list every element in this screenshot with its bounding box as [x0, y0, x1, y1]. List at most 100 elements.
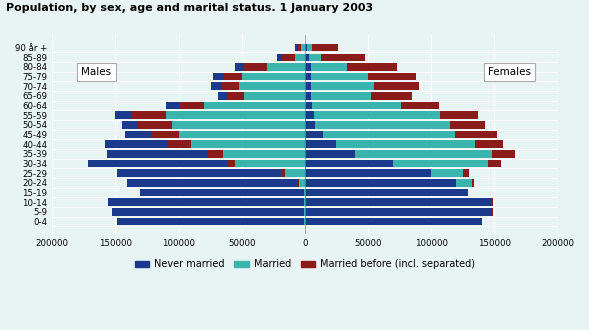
Bar: [311, 82, 375, 90]
Bar: [117, 169, 281, 177]
Bar: [355, 150, 492, 158]
Bar: [277, 53, 282, 61]
Bar: [244, 92, 305, 100]
Bar: [125, 131, 151, 138]
Bar: [305, 73, 311, 81]
Bar: [294, 44, 297, 51]
Bar: [166, 102, 178, 109]
Bar: [336, 141, 475, 148]
Bar: [267, 63, 305, 71]
Bar: [314, 112, 440, 119]
Bar: [305, 92, 311, 100]
Bar: [218, 92, 228, 100]
Bar: [228, 92, 244, 100]
Bar: [138, 121, 172, 129]
Bar: [305, 179, 456, 186]
Bar: [223, 150, 305, 158]
Bar: [305, 63, 311, 71]
Bar: [221, 82, 239, 90]
Bar: [305, 218, 482, 225]
Bar: [305, 160, 393, 167]
Bar: [488, 160, 501, 167]
Bar: [307, 44, 312, 51]
Bar: [244, 63, 267, 71]
Bar: [370, 92, 412, 100]
Bar: [472, 179, 474, 186]
Bar: [463, 169, 469, 177]
Bar: [301, 44, 305, 51]
Bar: [224, 73, 241, 81]
Bar: [112, 208, 304, 215]
Bar: [172, 121, 305, 129]
Bar: [127, 179, 297, 186]
Bar: [107, 150, 207, 158]
Bar: [455, 131, 497, 138]
Bar: [401, 102, 439, 109]
Bar: [115, 112, 131, 119]
Bar: [311, 73, 368, 81]
Bar: [297, 179, 299, 186]
Bar: [282, 53, 294, 61]
Bar: [305, 131, 323, 138]
Bar: [450, 121, 485, 129]
Bar: [368, 73, 416, 81]
Bar: [305, 102, 312, 109]
Text: Females: Females: [488, 67, 531, 77]
Bar: [431, 169, 463, 177]
Bar: [239, 82, 305, 90]
Bar: [312, 44, 337, 51]
Bar: [305, 141, 336, 148]
Bar: [311, 63, 346, 71]
Bar: [305, 169, 431, 177]
Bar: [117, 218, 304, 225]
Bar: [297, 44, 301, 51]
Bar: [236, 160, 305, 167]
Bar: [227, 160, 236, 167]
Bar: [294, 53, 305, 61]
Bar: [166, 112, 305, 119]
Bar: [168, 141, 191, 148]
Bar: [440, 112, 478, 119]
Bar: [236, 63, 244, 71]
Bar: [140, 189, 304, 196]
Bar: [284, 169, 305, 177]
Text: Population, by sex, age and marital status. 1 January 2003: Population, by sex, age and marital stat…: [6, 3, 373, 13]
Bar: [475, 141, 503, 148]
Bar: [211, 82, 221, 90]
Bar: [311, 92, 370, 100]
Bar: [305, 198, 492, 206]
Bar: [492, 150, 515, 158]
Bar: [213, 73, 224, 81]
Bar: [393, 160, 488, 167]
Bar: [105, 141, 168, 148]
Bar: [207, 150, 223, 158]
Bar: [305, 44, 307, 51]
Bar: [312, 102, 401, 109]
Bar: [305, 53, 309, 61]
Bar: [346, 63, 397, 71]
Bar: [305, 112, 314, 119]
Bar: [88, 160, 227, 167]
Bar: [299, 179, 305, 186]
Bar: [309, 53, 321, 61]
Bar: [204, 102, 305, 109]
Bar: [191, 141, 305, 148]
Bar: [305, 82, 311, 90]
Bar: [281, 169, 284, 177]
Bar: [305, 150, 355, 158]
Bar: [108, 198, 304, 206]
Bar: [131, 112, 166, 119]
Bar: [178, 102, 204, 109]
Bar: [315, 121, 450, 129]
Bar: [305, 121, 315, 129]
Bar: [241, 73, 305, 81]
Bar: [466, 189, 467, 196]
Legend: Never married, Married, Married before (incl. separated): Never married, Married, Married before (…: [131, 255, 479, 273]
Bar: [151, 131, 178, 138]
Bar: [456, 179, 472, 186]
Bar: [321, 53, 366, 61]
Bar: [178, 131, 305, 138]
Bar: [305, 189, 466, 196]
Bar: [305, 208, 492, 215]
Bar: [323, 131, 455, 138]
